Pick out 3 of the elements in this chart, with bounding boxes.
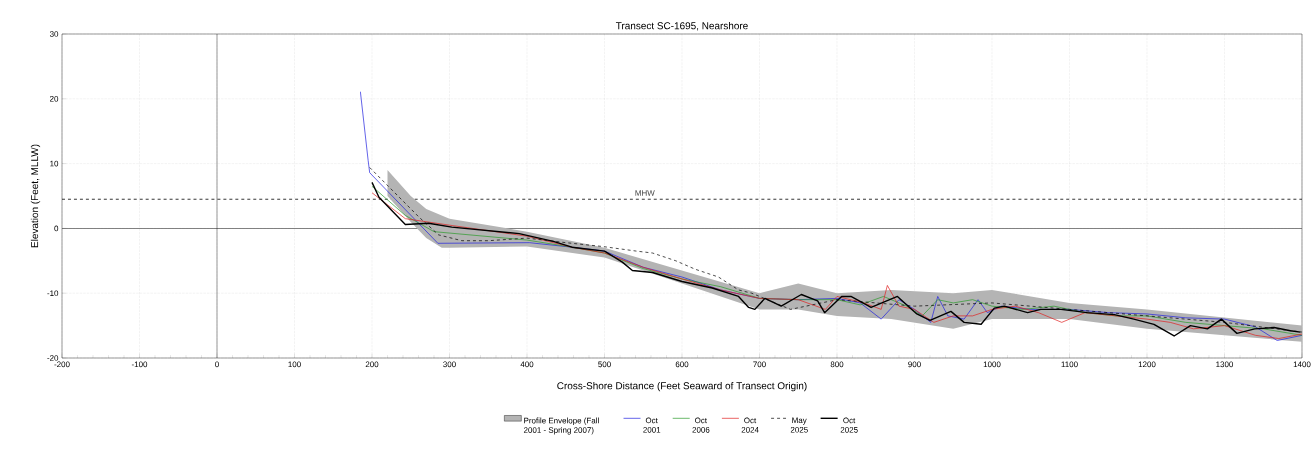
y-axis-title: Elevation (Feet, MLLW)	[30, 144, 41, 248]
chart-title: Transect SC-1695, Nearshore	[615, 21, 748, 31]
x-axis-title: Cross-Shore Distance (Feet Seaward of Transect Origin)	[557, 381, 807, 392]
